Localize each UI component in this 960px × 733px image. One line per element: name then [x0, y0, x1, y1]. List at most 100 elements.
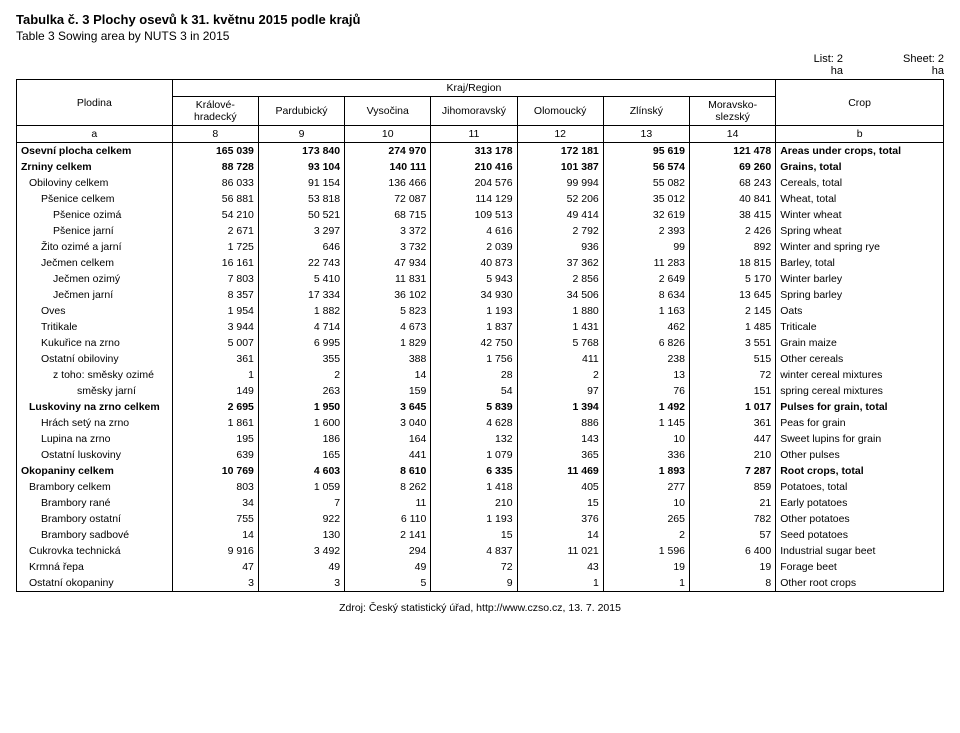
value-cell: 755 — [172, 511, 258, 527]
plodina-cell: z toho: směsky ozimé — [17, 367, 173, 383]
th-plodina: Plodina — [17, 80, 173, 126]
value-cell: 11 021 — [517, 543, 603, 559]
value-cell: 99 994 — [517, 175, 603, 191]
value-cell: 210 — [690, 447, 776, 463]
value-cell: 1 600 — [258, 415, 344, 431]
value-cell: 277 — [603, 479, 689, 495]
crop-cell: Grain maize — [776, 335, 944, 351]
crop-cell: Other cereals — [776, 351, 944, 367]
value-cell: 88 728 — [172, 159, 258, 175]
plodina-cell: Ječmen jarní — [17, 287, 173, 303]
value-cell: 1 418 — [431, 479, 517, 495]
value-cell: 405 — [517, 479, 603, 495]
value-cell: 43 — [517, 559, 603, 575]
value-cell: 56 574 — [603, 159, 689, 175]
value-cell: 165 039 — [172, 143, 258, 160]
value-cell: 3 732 — [345, 239, 431, 255]
table-row: Brambory rané34711210151021Early potatoe… — [17, 495, 944, 511]
value-cell: 54 — [431, 383, 517, 399]
value-cell: 72 — [431, 559, 517, 575]
value-cell: 3 — [172, 575, 258, 592]
value-cell: 54 210 — [172, 207, 258, 223]
value-cell: 210 416 — [431, 159, 517, 175]
value-cell: 101 387 — [517, 159, 603, 175]
value-cell: 1 — [603, 575, 689, 592]
value-cell: 2 — [517, 367, 603, 383]
value-cell: 18 815 — [690, 255, 776, 271]
value-cell: 195 — [172, 431, 258, 447]
table-row: Luskoviny na zrno celkem2 6951 9503 6455… — [17, 399, 944, 415]
value-cell: 6 826 — [603, 335, 689, 351]
plodina-cell: Ostatní obiloviny — [17, 351, 173, 367]
value-cell: 441 — [345, 447, 431, 463]
table-row: Brambory sadbové141302 1411514257Seed po… — [17, 527, 944, 543]
value-cell: 5 768 — [517, 335, 603, 351]
table-row: Pšenice ozimá54 21050 52168 715109 51349… — [17, 207, 944, 223]
value-cell: 336 — [603, 447, 689, 463]
value-cell: 14 — [345, 367, 431, 383]
value-cell: 361 — [690, 415, 776, 431]
value-cell: 2 671 — [172, 223, 258, 239]
value-cell: 886 — [517, 415, 603, 431]
value-cell: 447 — [690, 431, 776, 447]
value-cell: 11 — [345, 495, 431, 511]
value-cell: 143 — [517, 431, 603, 447]
value-cell: 6 110 — [345, 511, 431, 527]
value-cell: 16 161 — [172, 255, 258, 271]
value-cell: 1 954 — [172, 303, 258, 319]
value-cell: 91 154 — [258, 175, 344, 191]
value-cell: 55 082 — [603, 175, 689, 191]
plodina-cell: Brambory ostatní — [17, 511, 173, 527]
value-cell: 17 334 — [258, 287, 344, 303]
crop-cell: Barley, total — [776, 255, 944, 271]
plodina-cell: Tritikale — [17, 319, 173, 335]
th-region-5: Zlínský — [603, 97, 689, 126]
value-cell: 1 880 — [517, 303, 603, 319]
value-cell: 49 414 — [517, 207, 603, 223]
value-cell: 5 410 — [258, 271, 344, 287]
value-cell: 8 262 — [345, 479, 431, 495]
value-cell: 3 645 — [345, 399, 431, 415]
value-cell: 646 — [258, 239, 344, 255]
table-row: Oves1 9541 8825 8231 1931 8801 1632 145O… — [17, 303, 944, 319]
plodina-cell: Obiloviny celkem — [17, 175, 173, 191]
value-cell: 1 950 — [258, 399, 344, 415]
value-cell: 47 — [172, 559, 258, 575]
th-region-3: Jihomoravský — [431, 97, 517, 126]
value-cell: 132 — [431, 431, 517, 447]
plodina-cell: Cukrovka technická — [17, 543, 173, 559]
value-cell: 859 — [690, 479, 776, 495]
plodina-cell: Oves — [17, 303, 173, 319]
plodina-cell: Brambory celkem — [17, 479, 173, 495]
value-cell: 42 750 — [431, 335, 517, 351]
crop-cell: Grains, total — [776, 159, 944, 175]
value-cell: 11 831 — [345, 271, 431, 287]
value-cell: 376 — [517, 511, 603, 527]
value-cell: 1 193 — [431, 511, 517, 527]
crop-cell: Wheat, total — [776, 191, 944, 207]
th-region-2: Vysočina — [345, 97, 431, 126]
value-cell: 21 — [690, 495, 776, 511]
value-cell: 32 619 — [603, 207, 689, 223]
source-text: Zdroj: Český statistický úřad, http://ww… — [16, 602, 944, 614]
value-cell: 1 756 — [431, 351, 517, 367]
table-row: Ječmen jarní8 35717 33436 10234 93034 50… — [17, 287, 944, 303]
value-cell: 7 — [258, 495, 344, 511]
value-cell: 130 — [258, 527, 344, 543]
crop-cell: Root crops, total — [776, 463, 944, 479]
value-cell: 38 415 — [690, 207, 776, 223]
table-row: Krmná řepa47494972431919Forage beet — [17, 559, 944, 575]
value-cell: 11 283 — [603, 255, 689, 271]
value-cell: 68 715 — [345, 207, 431, 223]
value-cell: 411 — [517, 351, 603, 367]
value-cell: 7 287 — [690, 463, 776, 479]
sheet-label: Sheet: 2 — [903, 53, 944, 65]
value-cell: 4 603 — [258, 463, 344, 479]
crop-cell: Other potatoes — [776, 511, 944, 527]
value-cell: 72 087 — [345, 191, 431, 207]
th-num-3: 11 — [431, 126, 517, 143]
value-cell: 172 181 — [517, 143, 603, 160]
table-row: Brambory celkem8031 0598 2621 4184052778… — [17, 479, 944, 495]
th-num-6: 14 — [690, 126, 776, 143]
crop-cell: Peas for grain — [776, 415, 944, 431]
